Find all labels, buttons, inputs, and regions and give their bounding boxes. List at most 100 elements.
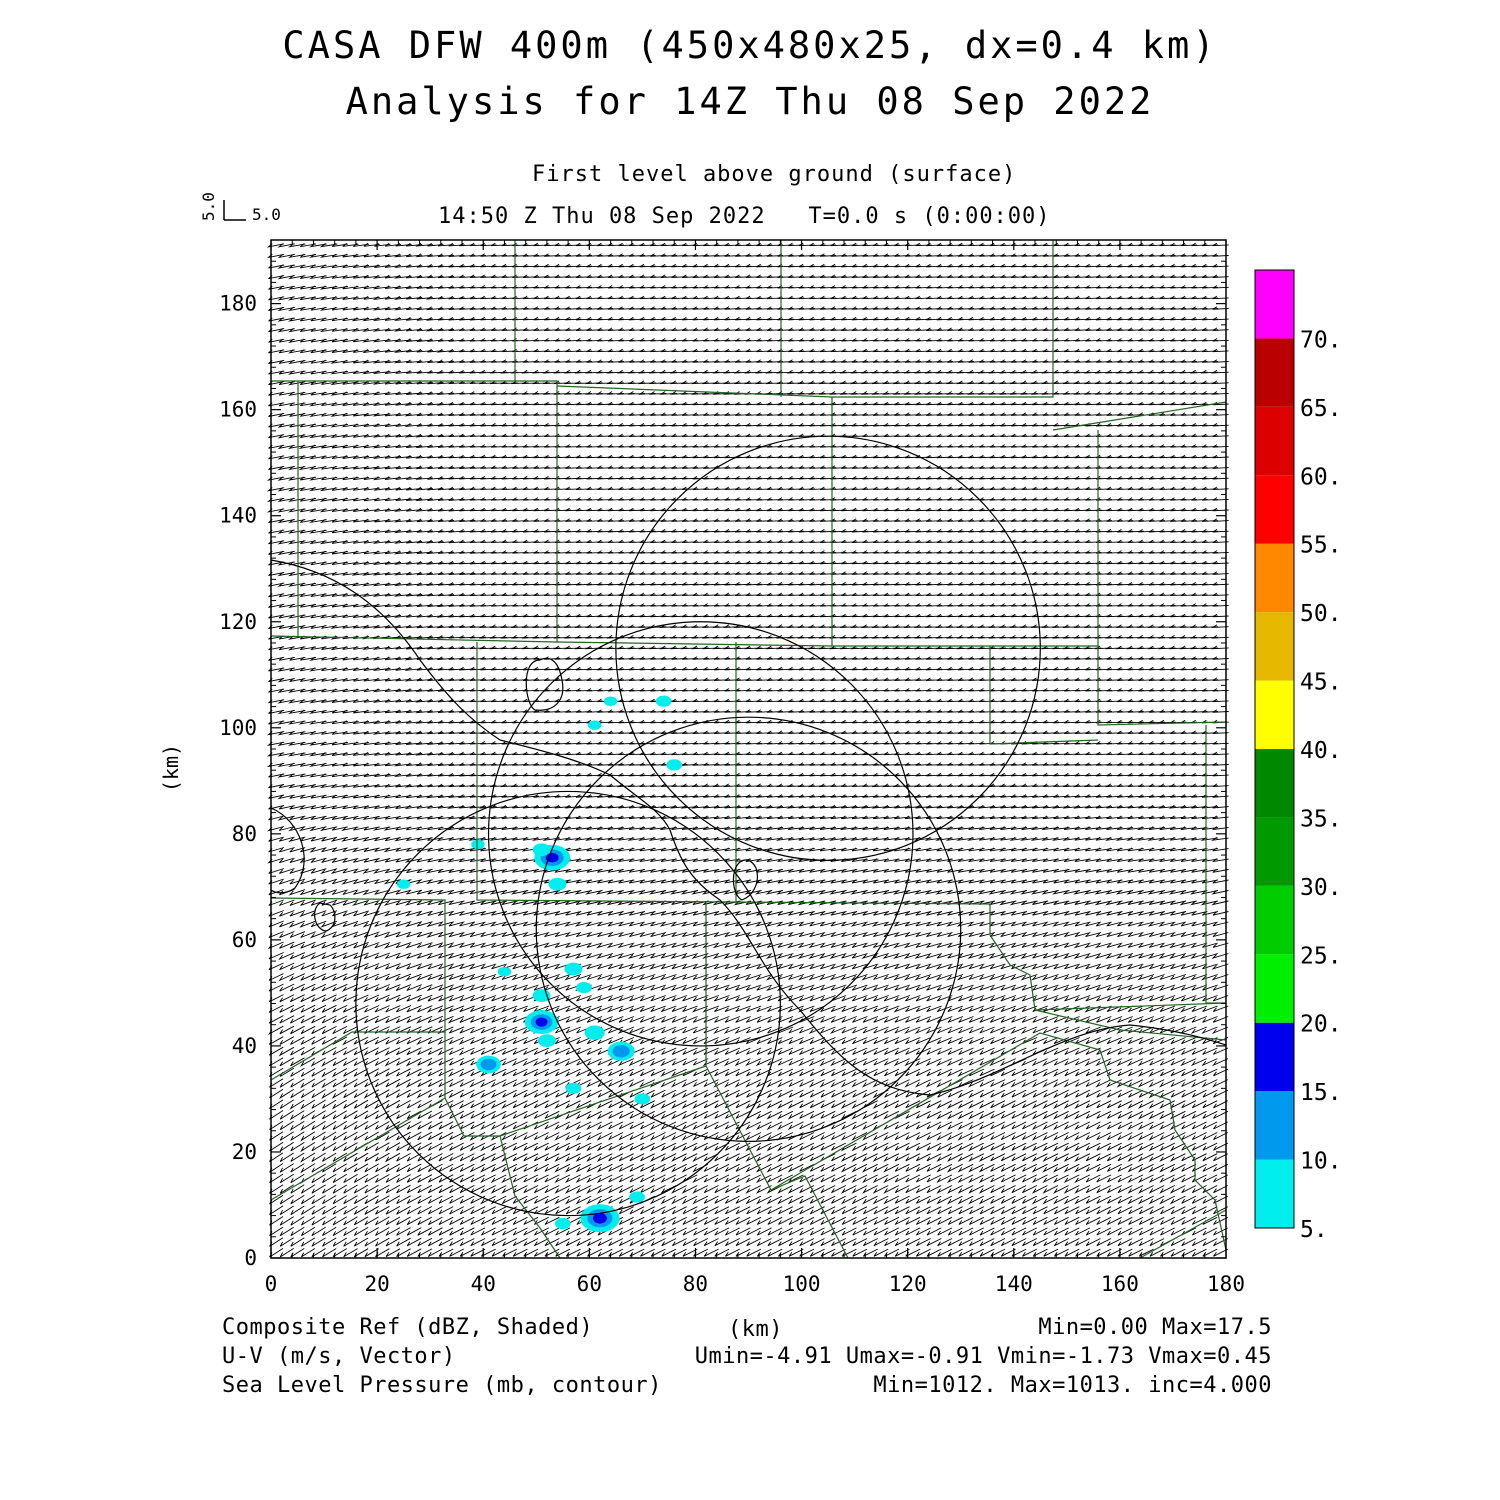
wind-vector xyxy=(1000,1227,1016,1236)
wind-vector xyxy=(343,1163,358,1173)
wind-vector xyxy=(501,1110,518,1120)
wind-vector xyxy=(332,1152,348,1162)
wind-vector xyxy=(969,1238,985,1247)
wind-vector xyxy=(375,1163,390,1173)
wind-vector xyxy=(1022,1195,1038,1204)
wind-vector xyxy=(1159,1185,1176,1194)
wind-vector xyxy=(1191,1206,1207,1215)
wind-vector xyxy=(755,1142,772,1152)
wind-vector xyxy=(916,1121,931,1130)
wind-vector xyxy=(331,1089,348,1099)
wind-vector xyxy=(1031,1195,1048,1205)
wind-vector xyxy=(1107,1206,1122,1215)
wind-vector xyxy=(396,1089,411,1098)
wind-vector xyxy=(937,1089,953,1098)
wind-vector xyxy=(481,1216,496,1225)
wind-vector xyxy=(534,1174,549,1183)
wind-vector xyxy=(1031,1100,1048,1109)
wind-vector xyxy=(396,1195,411,1204)
wind-vector xyxy=(618,1110,634,1119)
wind-vector xyxy=(894,1216,910,1225)
wind-vector xyxy=(544,1142,560,1151)
wind-vector xyxy=(586,1089,603,1099)
wind-vector xyxy=(957,1142,974,1152)
wind-vector xyxy=(851,1195,868,1205)
wind-vector xyxy=(1011,1110,1027,1119)
wind-vector xyxy=(1053,1174,1069,1184)
wind-vector xyxy=(946,1185,963,1194)
wind-vector xyxy=(322,1152,337,1162)
wind-vector xyxy=(714,1185,730,1194)
wind-vector xyxy=(1075,1089,1091,1098)
wind-vector xyxy=(300,1078,316,1089)
wind-vector xyxy=(957,1195,974,1205)
wind-vector xyxy=(364,1099,379,1109)
wind-vector xyxy=(564,1142,581,1152)
wind-vector xyxy=(1096,1227,1112,1236)
wind-vector xyxy=(862,1142,878,1152)
wind-vector xyxy=(449,1110,465,1119)
wind-vector xyxy=(279,1163,294,1173)
wind-vector xyxy=(301,1195,316,1205)
wind-vector xyxy=(1085,1089,1101,1098)
wind-vector xyxy=(778,1238,794,1247)
wind-vector xyxy=(438,1078,454,1088)
wind-vector xyxy=(480,1174,496,1184)
wind-vector xyxy=(353,1216,369,1226)
wind-vector xyxy=(449,1227,465,1236)
wind-vector xyxy=(916,1089,931,1098)
wind-vector xyxy=(332,1163,348,1173)
wind-vector xyxy=(703,1174,719,1183)
wind-vector xyxy=(300,1142,316,1153)
wind-vector xyxy=(1042,1132,1059,1141)
wind-vector xyxy=(564,1185,581,1194)
wind-vector xyxy=(894,1238,910,1247)
wind-vector xyxy=(322,1205,337,1215)
wind-vector xyxy=(672,1238,687,1247)
wind-vector xyxy=(1075,1206,1091,1215)
wind-vector xyxy=(1096,1163,1112,1172)
wind-vector xyxy=(491,1227,507,1236)
wind-vector xyxy=(501,1121,518,1131)
wind-vector xyxy=(1117,1185,1133,1194)
wind-vector xyxy=(1085,1110,1101,1119)
wind-vector xyxy=(618,1238,634,1247)
wind-vector xyxy=(301,1216,316,1226)
wind-vector xyxy=(406,1206,422,1215)
wind-vector xyxy=(936,1142,953,1152)
wind-vector xyxy=(534,1238,549,1247)
wind-vector xyxy=(385,1248,401,1257)
wind-vector xyxy=(534,1132,549,1141)
wind-vector xyxy=(640,1121,656,1130)
wind-vector xyxy=(640,1248,656,1257)
wind-vector xyxy=(1096,1121,1112,1130)
wind-vector xyxy=(544,1100,560,1109)
wind-vector xyxy=(596,1163,613,1173)
wind-vector xyxy=(406,1100,422,1109)
wind-vector xyxy=(449,1121,465,1130)
wind-vector xyxy=(820,1185,836,1194)
wind-vector xyxy=(279,1120,294,1131)
wind-vector xyxy=(851,1100,868,1109)
wind-vector xyxy=(470,1248,486,1257)
wind-vector xyxy=(1107,1248,1122,1257)
wind-vector xyxy=(290,1195,305,1205)
wind-vector xyxy=(990,1174,1006,1183)
wind-vector xyxy=(438,1153,454,1162)
wind-vector xyxy=(575,1100,592,1109)
wind-vector xyxy=(1170,1216,1186,1225)
wind-vector xyxy=(735,1195,751,1204)
wind-vector xyxy=(766,1121,783,1131)
wind-vector xyxy=(831,1121,847,1130)
wind-vector xyxy=(428,1110,443,1119)
wind-vector xyxy=(957,1163,974,1173)
wind-vector xyxy=(1202,1206,1218,1215)
wind-vector xyxy=(332,1131,348,1141)
wind-vector xyxy=(491,1216,507,1225)
wind-vector xyxy=(1096,1153,1112,1162)
wind-vector xyxy=(1169,1153,1186,1162)
wind-vector xyxy=(894,1174,910,1183)
wind-vector xyxy=(788,1227,804,1236)
wind-vector xyxy=(1213,1163,1229,1172)
